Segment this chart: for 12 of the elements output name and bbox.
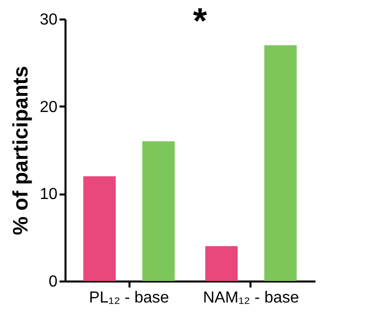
y-tick-label: 0 [48, 274, 58, 290]
bar [264, 45, 297, 281]
y-tick-label: 20 [40, 98, 58, 116]
y-tick-label: 30 [40, 12, 58, 28]
x-tick-label: NAM₁₂ - base [202, 290, 300, 306]
bar [205, 246, 238, 281]
annotation: * [192, 0, 208, 41]
x-tick-label: PL₁₂ - base [88, 290, 170, 306]
bar [83, 176, 116, 281]
y-tick-label: 10 [40, 186, 58, 204]
bar [142, 141, 175, 281]
y-axis-title: % of participants [10, 66, 33, 236]
